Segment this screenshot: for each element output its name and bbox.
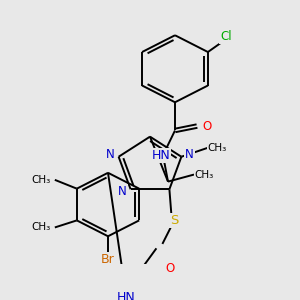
Text: CH₃: CH₃ [31,222,50,233]
Text: O: O [202,120,211,133]
Text: CH₃: CH₃ [31,175,50,185]
Text: CH₃: CH₃ [208,143,227,153]
Text: Cl: Cl [220,30,232,43]
Text: HN: HN [152,149,170,162]
Text: O: O [166,262,175,275]
Text: N: N [185,148,194,161]
Text: HN: HN [117,291,136,300]
Text: N: N [106,148,115,161]
Text: Br: Br [101,253,115,266]
Text: N: N [118,184,127,197]
Text: S: S [170,214,178,226]
Text: CH₃: CH₃ [194,169,214,180]
